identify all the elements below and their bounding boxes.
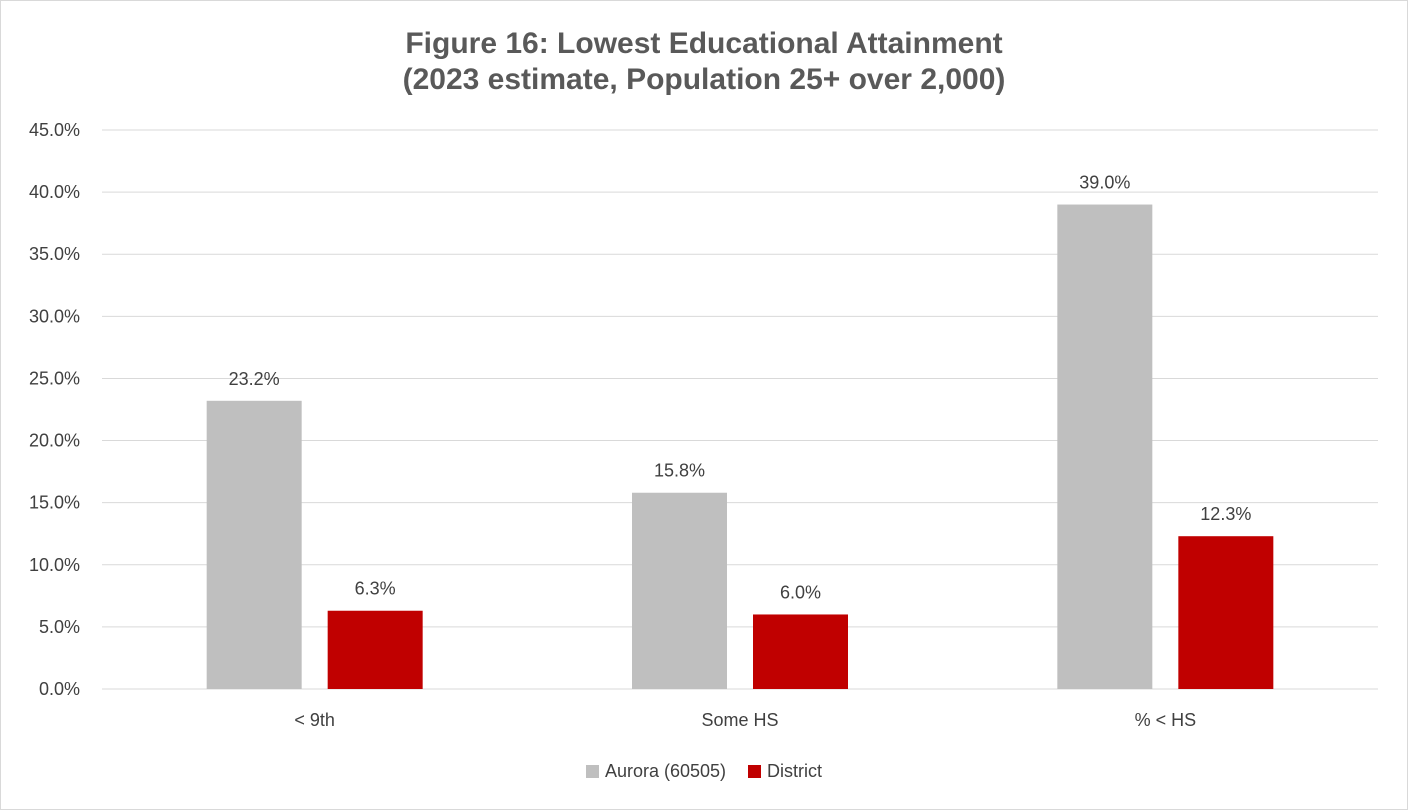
legend-label-aurora: Aurora (60505) — [604, 761, 727, 781]
bar-district-hs — [1178, 536, 1274, 689]
legend-label-district: District — [767, 761, 823, 781]
legend-item-aurora: Aurora (60505) — [585, 761, 727, 782]
bar-aurora-60505-9th — [206, 400, 302, 689]
gridlines — [102, 129, 1378, 690]
y-tick-label: 5.0% — [39, 617, 80, 637]
y-tick-label: 40.0% — [29, 182, 80, 202]
bar-district-some-hs — [753, 614, 848, 689]
y-tick-label: 0.0% — [39, 679, 80, 699]
data-label-aurora-60505-9th: 23.2% — [229, 369, 280, 389]
legend-swatch-aurora — [585, 765, 599, 778]
x-axis-tick-labels: < 9th Some HS % < HS — [294, 710, 1196, 730]
x-tick-label: % < HS — [1135, 710, 1197, 730]
chart-title-line: Figure 16: Lowest Educational Attainment — [405, 27, 1003, 60]
y-tick-label: 25.0% — [29, 368, 80, 388]
chart-subtitle-line: (2023 estimate, Population 25+ over 2,00… — [402, 63, 1006, 96]
data-labels: 23.2% 6.3% 15.8% 6.0% 39.0% 12.3% — [229, 173, 1252, 603]
data-label-district-some-hs: 6.0% — [780, 582, 821, 602]
data-label-district-9th: 6.3% — [355, 579, 396, 599]
y-tick-label: 10.0% — [29, 555, 80, 575]
bar-aurora-60505-hs — [1057, 204, 1153, 690]
bar-district-9th — [327, 610, 423, 689]
chart-title: Figure 16: Lowest Educational Attainment… — [0, 26, 1408, 98]
x-tick-label: < 9th — [294, 710, 335, 730]
data-label-aurora-60505-hs: 39.0% — [1079, 173, 1130, 193]
data-label-district-hs: 12.3% — [1200, 504, 1251, 524]
legend-item-district: District — [748, 761, 822, 782]
legend-swatch-district — [748, 765, 762, 778]
bars — [206, 204, 1274, 690]
y-tick-label: 35.0% — [29, 244, 80, 264]
x-tick-label: Some HS — [701, 710, 778, 730]
y-axis-tick-labels: 0.0% 5.0% 10.0% 15.0% 20.0% 25.0% 30.0% 35.0% 40… — [29, 120, 80, 699]
y-tick-label: 20.0% — [29, 431, 80, 451]
bar-chart: 0.0% 5.0% 10.0% 15.0% 20.0% 25.0% 30.0% 35.0% 40… — [29, 120, 1378, 730]
y-tick-label: 15.0% — [29, 493, 80, 513]
data-label-aurora-60505-some-hs: 15.8% — [654, 461, 705, 481]
bar-aurora-60505-some-hs — [632, 492, 727, 689]
legend: Aurora (60505) District — [0, 761, 1408, 782]
y-tick-label: 45.0% — [29, 120, 80, 140]
y-tick-label: 30.0% — [29, 306, 80, 326]
